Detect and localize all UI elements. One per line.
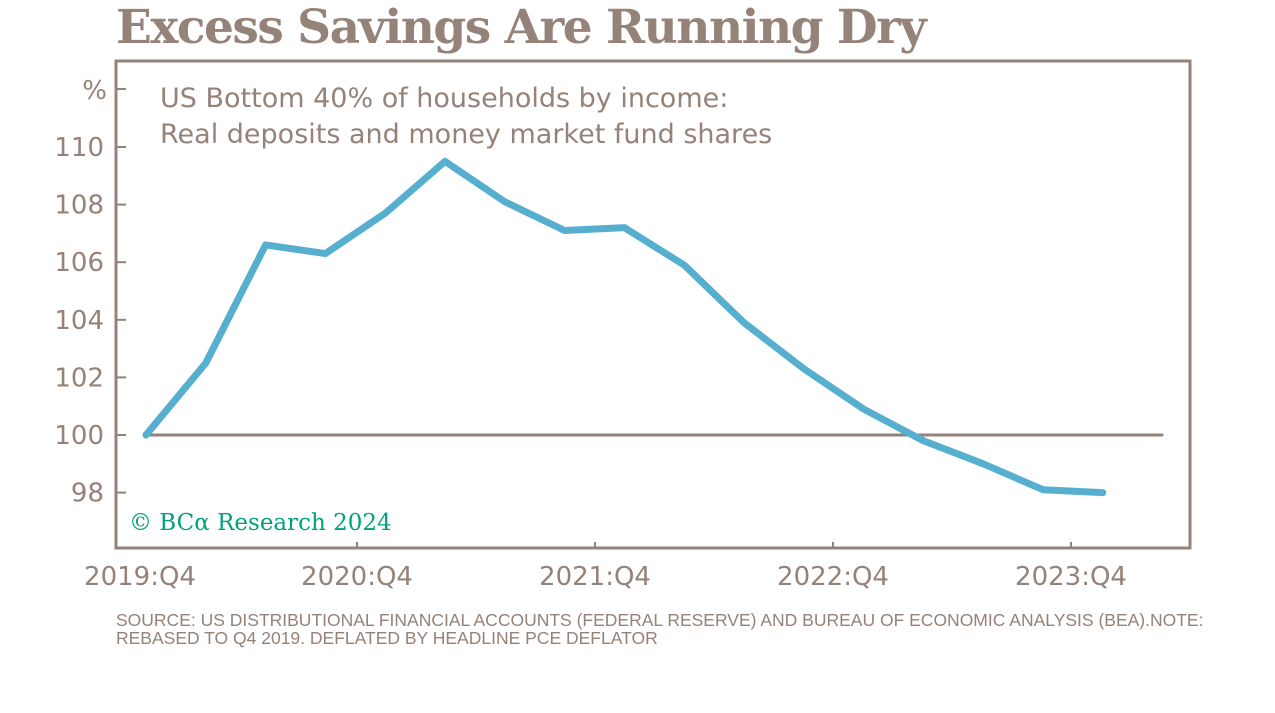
chart-subtitle-line-2: Real deposits and money market fund shar… [160, 119, 772, 150]
x-tick-label: 2021:Q4 [539, 562, 651, 592]
x-tick-label: 2022:Q4 [777, 562, 889, 592]
series-line [142, 157, 1107, 497]
copyright-watermark: © BCα Research 2024 [129, 510, 392, 536]
source-note: SOURCE: US DISTRIBUTIONAL FINANCIAL ACCO… [116, 610, 1204, 648]
y-tick-label: 102 [54, 363, 104, 393]
y-tick-label: 98 [71, 479, 104, 509]
y-tick-label: 104 [54, 306, 104, 336]
chart-title: Excess Savings Are Running Dry [116, 0, 927, 55]
y-tick-label: 106 [54, 248, 104, 278]
x-tick-label: 2019:Q4 [84, 562, 196, 592]
y-tick-label: 110 [54, 133, 104, 163]
plot-frame [114, 59, 1192, 550]
x-tick-label: 2023:Q4 [1015, 562, 1127, 592]
x-tick-label: 2020:Q4 [301, 562, 413, 592]
y-tick-label: 100 [54, 421, 104, 451]
chart-subtitle-line-1: US Bottom 40% of households by income: [160, 83, 728, 114]
y-axis-unit-label: % [82, 76, 107, 106]
y-tick-label: 108 [54, 191, 104, 221]
